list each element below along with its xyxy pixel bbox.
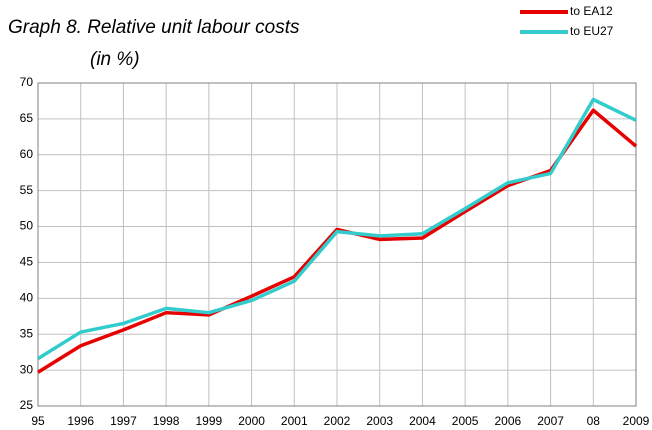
x-tick-label: 2002 [324, 414, 351, 428]
x-tick-label: 08 [587, 414, 601, 428]
chart-title: Graph 8. Relative unit labour costs [8, 17, 300, 38]
x-tick-label: 2000 [238, 414, 265, 428]
y-tick-label: 60 [20, 147, 34, 161]
x-tick-label: 2006 [495, 414, 522, 428]
x-tick-label: 2001 [281, 414, 308, 428]
x-tick-label: 1998 [153, 414, 180, 428]
x-tick-label: 1996 [67, 414, 94, 428]
plot-border [37, 82, 637, 407]
y-tick-label: 50 [20, 219, 34, 233]
x-tick-label: 2009 [623, 414, 650, 428]
chart-subtitle: (in %) [90, 49, 140, 70]
x-tick-label: 2004 [409, 414, 436, 428]
x-tick-label: 2007 [537, 414, 564, 428]
x-tick-label: 1999 [196, 414, 223, 428]
y-tick-label: 70 [20, 75, 34, 89]
x-tick-label: 2003 [366, 414, 393, 428]
y-tick-label: 55 [20, 183, 34, 197]
y-tick-label: 65 [20, 111, 34, 125]
y-tick-label: 40 [20, 291, 34, 305]
y-tick-label: 25 [20, 398, 34, 412]
series-line [37, 97, 637, 361]
y-tick-label: 30 [20, 362, 34, 376]
x-tick-label: 95 [31, 414, 45, 428]
x-tick-label: 2005 [452, 414, 479, 428]
legend-label: to EA12 [570, 4, 613, 18]
y-tick-label: 45 [20, 255, 34, 269]
x-tick-label: 1997 [110, 414, 137, 428]
y-tick-label: 35 [20, 326, 34, 340]
legend-label: to EU27 [570, 24, 614, 38]
